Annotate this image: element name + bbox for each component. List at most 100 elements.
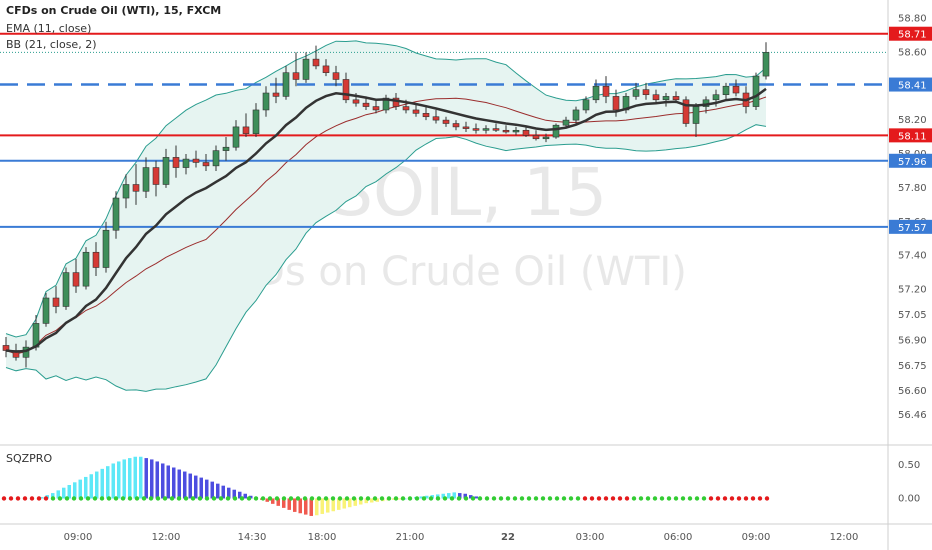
sqz-dot	[71, 496, 77, 501]
sqz-histogram-bar	[452, 492, 456, 499]
sqz-dot	[260, 496, 266, 501]
price-tick-label: 57.80	[898, 183, 927, 194]
price-tick-label: 58.60	[898, 47, 927, 58]
price-tick-label: 56.46	[898, 410, 927, 421]
candle-body	[102, 229, 110, 268]
sqz-histogram-bar	[95, 471, 99, 499]
time-tick-label: 09:00	[742, 532, 771, 543]
sqz-histogram-bar	[78, 479, 82, 499]
sqz-dot	[15, 496, 21, 501]
sqz-tick-label: 0.50	[898, 460, 920, 471]
sqz-dot	[337, 496, 343, 501]
candle-body	[402, 106, 410, 111]
time-tick-label: 21:00	[396, 532, 425, 543]
sqz-histogram-bar	[133, 456, 137, 499]
time-tick-label: 03:00	[576, 532, 605, 543]
sqz-dot	[169, 496, 175, 501]
sqz-dot	[386, 496, 392, 501]
sqz-dot	[463, 496, 469, 501]
sqz-dot	[127, 496, 133, 501]
candle-body	[292, 72, 300, 80]
candle-body	[152, 167, 160, 185]
candle-body	[722, 85, 730, 96]
sqz-dot	[36, 496, 42, 501]
sqz-dot	[302, 496, 308, 501]
sqz-dot	[344, 496, 350, 501]
sqz-histogram-bar	[309, 498, 313, 516]
sqz-histogram-bar	[425, 495, 429, 499]
sqz-dot	[365, 496, 371, 501]
sqz-histogram-bar	[392, 498, 396, 500]
sqz-histogram-bar	[249, 495, 253, 499]
sqz-dot	[57, 496, 63, 501]
candle-body	[672, 96, 680, 101]
bb-band-fill	[6, 40, 766, 392]
sqz-dot	[568, 496, 574, 501]
candle-body	[442, 119, 450, 124]
candle-body	[422, 113, 430, 118]
candle-body	[602, 85, 610, 97]
candle-body	[382, 97, 390, 111]
sqz-dot	[155, 496, 161, 501]
sqz-dot	[141, 496, 147, 501]
sqz-dot	[540, 496, 546, 501]
sqz-histogram-bar	[67, 485, 71, 499]
sqz-histogram-bar	[287, 498, 291, 510]
sqz-dot	[729, 496, 735, 501]
sqz-histogram-bar	[271, 498, 275, 504]
sqz-histogram-bar	[117, 461, 121, 499]
sqz-dot	[78, 496, 84, 501]
sqz-histogram-bar	[177, 469, 181, 499]
sqz-dot	[113, 496, 119, 501]
sqz-dot	[533, 496, 539, 501]
sqz-histogram-bar	[293, 498, 297, 512]
sqz-histogram-bar	[458, 493, 462, 499]
sqz-histogram-bar	[463, 493, 467, 499]
sqz-dot	[491, 496, 497, 501]
price-tick-label: 56.90	[898, 335, 927, 346]
sqz-dot	[680, 496, 686, 501]
sqz-dot	[484, 496, 490, 501]
sqz-histogram-bar	[51, 493, 55, 499]
sqz-histogram-bar	[73, 482, 77, 499]
sqz-dot	[624, 496, 630, 501]
time-tick-label: 12:00	[152, 532, 181, 543]
sqz-dot	[379, 496, 385, 501]
candle-body	[112, 197, 120, 231]
sqz-dot	[498, 496, 504, 501]
sqz-dot	[232, 496, 238, 501]
sqz-dot	[218, 496, 224, 501]
sqz-dot	[610, 496, 616, 501]
candle-body	[412, 109, 420, 114]
sqz-dot	[197, 496, 203, 501]
sqz-histogram-bar	[232, 489, 236, 499]
sqz-histogram-bar	[342, 498, 346, 509]
sqz-dot	[29, 496, 35, 501]
sqz-dot	[736, 496, 742, 501]
candle-body	[542, 136, 550, 140]
sqz-dot	[442, 496, 448, 501]
sqz-histogram-bar	[447, 493, 451, 499]
sqz-tick-label: 0.00	[898, 493, 920, 504]
sqz-histogram-bar	[276, 498, 280, 506]
level-price-tag	[889, 77, 932, 92]
sqz-dot	[393, 496, 399, 501]
sqz-histogram-bar	[188, 473, 192, 499]
sqz-histogram-bar	[210, 481, 214, 499]
price-tick-label: 58.80	[898, 13, 927, 24]
sqz-dot	[687, 496, 693, 501]
sqz-dot	[428, 496, 434, 501]
sqz-dot	[638, 496, 644, 501]
sqz-dot	[617, 496, 623, 501]
candle-body	[642, 89, 650, 96]
sqz-histogram-bar	[155, 461, 159, 499]
indicator-label: SQZPRO	[6, 452, 53, 465]
sqz-histogram-bar	[326, 498, 330, 513]
sqz-histogram-bar	[139, 456, 143, 499]
candle-body	[312, 58, 320, 67]
price-tick-label: 56.75	[898, 361, 927, 372]
bb-lower-line	[5, 124, 767, 392]
sqz-histogram-bar	[375, 498, 379, 502]
sqz-dot	[162, 496, 168, 501]
